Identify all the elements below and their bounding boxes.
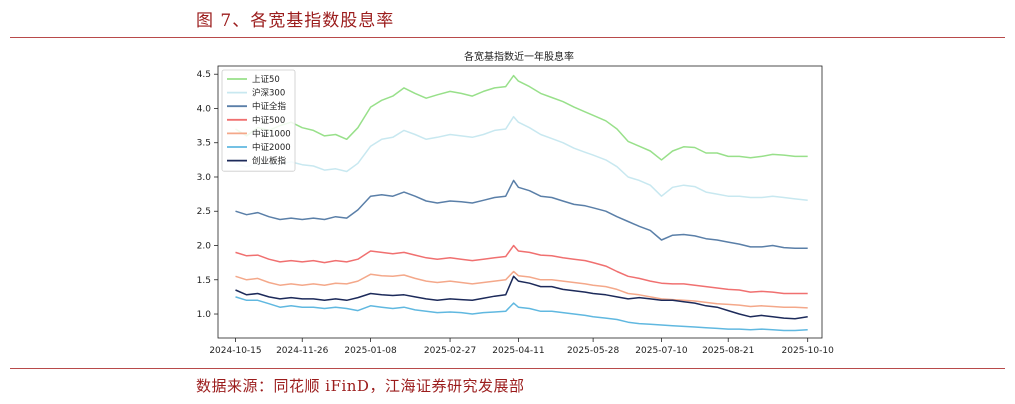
series-line	[235, 244, 808, 295]
y-tick-label: 1.0	[197, 310, 212, 320]
x-tick-label: 2024-11-26	[276, 346, 329, 356]
series-line	[235, 296, 808, 332]
x-tick-label: 2024-10-15	[209, 346, 261, 356]
y-tick-label: 4.5	[197, 70, 211, 80]
x-axis: 2024-10-15 2024-11-26 2025-01-08 2025-02-27…	[209, 338, 834, 356]
source-note: 数据来源：同花顺 iFinD，江海证券研究发展部	[196, 377, 525, 395]
x-tick-label: 2025-07-10	[635, 346, 688, 356]
y-tick-label: 4.0	[197, 104, 212, 114]
figure-title: 图 7、各宽基指数股息率	[196, 11, 395, 31]
series-line	[235, 270, 808, 309]
series-line	[235, 275, 808, 320]
legend-label: 中证全指	[252, 101, 287, 112]
x-tick-label: 2025-08-21	[702, 346, 754, 356]
legend-label: 沪深300	[252, 88, 285, 99]
legend-box	[221, 69, 296, 172]
legend-label: 中证500	[252, 115, 285, 126]
y-tick-label: 2.5	[197, 207, 211, 217]
y-tick-label: 1.5	[197, 276, 211, 286]
x-tick-label: 2025-01-08	[344, 346, 397, 356]
y-tick-label: 3.0	[197, 173, 212, 183]
series-line	[235, 74, 808, 161]
x-tick-label: 2025-02-27	[424, 346, 476, 356]
legend-label: 中证1000	[252, 128, 291, 139]
x-tick-label: 2025-04-11	[492, 346, 544, 356]
series-line	[235, 115, 808, 202]
dividend-yield-chart: 各宽基指数近一年股息率 1.0 1.5 2.0 2.5 3.0 3.5 4.0 4.5 202…	[197, 50, 834, 356]
top-rule	[10, 37, 1005, 38]
y-tick-label: 3.5	[197, 139, 211, 149]
legend-label: 上证50	[252, 75, 280, 85]
series-line	[235, 179, 808, 249]
chart-title: 各宽基指数近一年股息率	[464, 50, 574, 63]
x-tick-label: 2025-05-28	[567, 346, 620, 356]
y-tick-label: 2.0	[197, 242, 212, 252]
y-axis: 1.0 1.5 2.0 2.5 3.0 3.5 4.0 4.5	[197, 70, 218, 320]
legend-label: 创业板指	[252, 156, 287, 167]
x-tick-label: 2025-10-10	[782, 346, 835, 356]
plot-frame	[217, 65, 823, 339]
series-layer	[235, 74, 808, 332]
bottom-rule	[10, 368, 1005, 369]
legend-label: 中证2000	[252, 142, 291, 153]
